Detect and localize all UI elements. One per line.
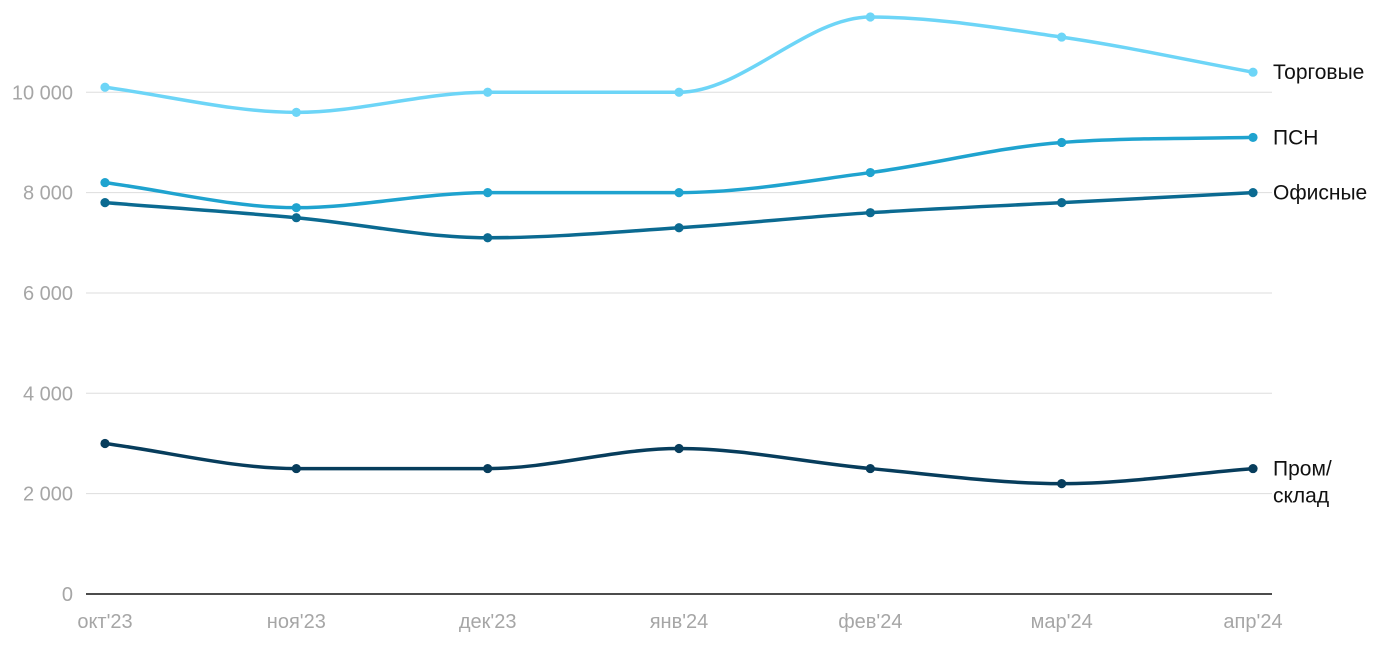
series-0-label-line: Торговые	[1273, 61, 1364, 84]
y-tick-label: 8 000	[23, 183, 73, 205]
series-3-point	[291, 463, 301, 474]
series-2-point	[865, 208, 875, 218]
series-2-point	[291, 213, 301, 223]
series-0-point	[483, 87, 493, 97]
series-1-point	[483, 188, 493, 198]
series-2-point	[1248, 188, 1258, 198]
series-labels: Торговые ПСН Офисные Пром/склад	[1273, 61, 1367, 507]
x-tick-label: окт'23	[77, 611, 132, 633]
series-1-point	[1057, 137, 1067, 148]
series-3-point	[674, 443, 684, 454]
x-tick-label: мар'24	[1031, 611, 1093, 633]
series-1-point	[674, 188, 684, 198]
y-tick-label: 2 000	[23, 484, 73, 506]
y-tick-label: 6 000	[23, 283, 73, 305]
series-1-label: ПСН	[1273, 126, 1318, 149]
series-3-point	[100, 438, 110, 449]
series-3-point	[1057, 479, 1067, 489]
series-2-point	[100, 198, 110, 208]
series-0-label: Торговые	[1273, 61, 1364, 84]
x-tick-label: дек'23	[459, 611, 517, 633]
series-2-label: Офисные	[1273, 182, 1367, 205]
series-3-point	[483, 463, 493, 474]
series-0-point	[1248, 67, 1258, 77]
series-0-point	[291, 107, 301, 117]
series-2-point	[483, 233, 493, 243]
x-tick-label: ноя'23	[267, 611, 326, 633]
x-tick-label: апр'24	[1223, 611, 1282, 633]
series-3-label-line: Пром/	[1273, 458, 1332, 481]
series-3-label-line: склад	[1273, 485, 1329, 508]
y-tick-label: 0	[62, 584, 73, 606]
x-axis-ticks: окт'23 ноя'23 дек'23 янв'24 фев'24 мар'24 апр'…	[77, 611, 1282, 633]
series-3-point	[865, 463, 875, 474]
series-2-label-line: Офисные	[1273, 182, 1367, 205]
series-0-point	[865, 12, 875, 22]
x-tick-label: янв'24	[650, 611, 709, 633]
series-3-point	[1248, 463, 1258, 474]
series-2-point	[1057, 198, 1067, 208]
series-0-point	[100, 82, 110, 92]
series-1-point	[291, 203, 301, 213]
y-tick-label: 4 000	[23, 383, 73, 405]
series-1-point	[865, 167, 875, 178]
series-0-line	[103, 15, 1255, 115]
series-1-point	[100, 177, 110, 188]
series-3-label: Пром/склад	[1273, 458, 1332, 508]
x-tick-label: фев'24	[838, 611, 902, 633]
y-tick-label: 10 000	[12, 82, 73, 104]
grid-layer	[86, 91, 1272, 595]
series-2-point	[674, 223, 684, 233]
series-0-point	[1057, 32, 1067, 42]
series-1-point	[1248, 132, 1258, 143]
series-0-point	[674, 87, 684, 97]
series-1-label-line: ПСН	[1273, 126, 1318, 149]
series-layer	[100, 12, 1258, 489]
y-axis-ticks: 0 2 000 4 000 6 000 8 000 10 000	[12, 82, 73, 606]
